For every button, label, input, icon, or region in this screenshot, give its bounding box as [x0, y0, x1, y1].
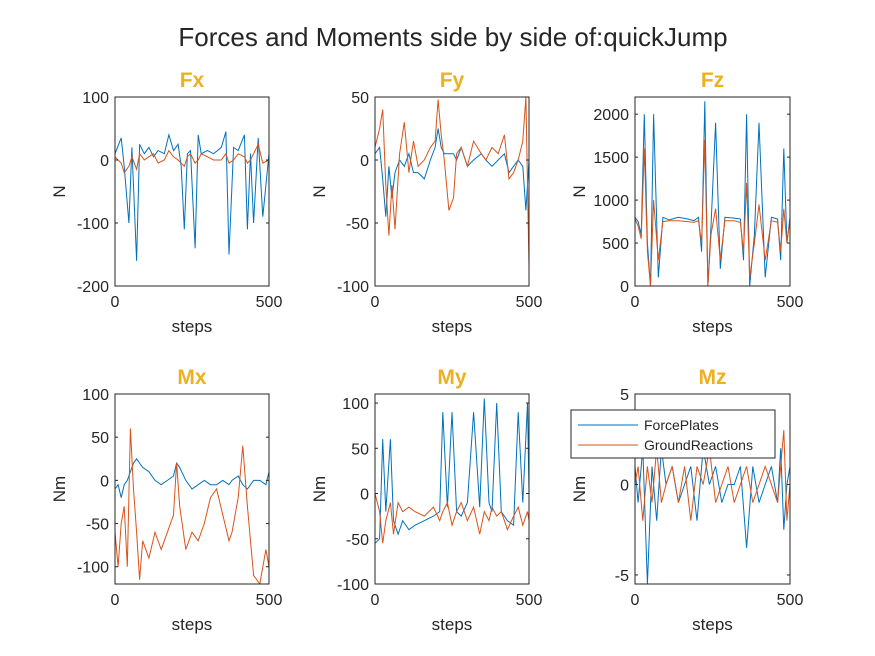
legend-label-forceplates: ForcePlates	[644, 417, 719, 433]
x-tick-label: 0	[111, 592, 120, 609]
subplot-title: Fz	[701, 69, 724, 92]
y-axis-label: Nm	[310, 476, 329, 502]
x-tick-label: 0	[371, 592, 380, 609]
subplot-title: Fx	[180, 69, 205, 92]
series-line-forceplates	[115, 457, 269, 498]
y-tick-label: -100	[77, 216, 109, 233]
axes-box	[114, 96, 270, 287]
y-tick-label: 5	[620, 387, 629, 404]
axes-box	[634, 393, 791, 585]
figure-title: Forces and Moments side by side of:quick…	[178, 22, 727, 52]
y-tick-label: 0	[360, 153, 369, 170]
x-tick-label: 0	[631, 294, 640, 311]
series-line-groundreactions	[375, 97, 529, 268]
y-tick-label: 50	[351, 441, 369, 458]
y-tick-label: 100	[82, 90, 109, 107]
y-tick-label: -50	[86, 517, 109, 534]
subplot-title: Fy	[440, 69, 465, 92]
subplot-fz: 0 500 1000 1500 2000 0 500 Fz steps N	[570, 69, 803, 336]
y-tick-label: -200	[77, 279, 109, 296]
y-tick-label: 0	[620, 279, 629, 296]
x-axis-label: steps	[432, 317, 473, 336]
series-line-groundreactions	[635, 139, 790, 286]
y-tick-label: -50	[346, 216, 369, 233]
axes-box	[114, 393, 270, 585]
y-tick-label: 50	[91, 430, 109, 447]
y-tick-label: 0	[360, 487, 369, 504]
x-tick-label: 500	[256, 294, 283, 311]
x-tick-label: 0	[631, 592, 640, 609]
y-tick-label: 0	[100, 153, 109, 170]
subplot-fx: -200 -100 0 100 0 500 Fx steps N	[50, 69, 282, 336]
series-line-groundreactions	[115, 142, 269, 174]
subplot-mx: -100 -50 0 50 100 0 500 Mx steps Nm	[50, 366, 282, 634]
y-axis-label: Nm	[50, 476, 69, 502]
x-axis-label: steps	[692, 317, 733, 336]
series-line-groundreactions	[115, 428, 269, 584]
subplot-title: Mx	[177, 366, 206, 389]
series-line-forceplates	[635, 101, 790, 286]
y-tick-label: -100	[337, 279, 369, 296]
y-axis-label: N	[570, 185, 589, 197]
x-tick-label: 0	[111, 294, 120, 311]
subplot-my: -100 -50 0 50 100 0 500 My steps Nm	[310, 366, 542, 634]
y-axis-label: N	[50, 185, 69, 197]
x-axis-label: steps	[432, 615, 473, 634]
series-line-forceplates	[375, 398, 529, 544]
y-tick-label: 0	[620, 477, 629, 494]
series-line-forceplates	[375, 128, 529, 217]
y-tick-label: 2000	[593, 107, 629, 124]
axes-box	[374, 96, 530, 287]
y-tick-label: 1500	[593, 150, 629, 167]
y-axis-label: Nm	[570, 476, 589, 502]
x-tick-label: 500	[516, 592, 543, 609]
y-tick-label: 100	[342, 396, 369, 413]
y-tick-label: 100	[82, 387, 109, 404]
legend-box	[570, 409, 776, 459]
x-tick-label: 500	[777, 294, 804, 311]
x-axis-label: steps	[172, 615, 213, 634]
y-tick-label: -100	[77, 560, 109, 577]
series-line-forceplates	[115, 131, 269, 261]
x-axis-label: steps	[692, 615, 733, 634]
y-tick-label: 1000	[593, 193, 629, 210]
y-tick-label: 0	[100, 473, 109, 490]
legend: ForcePlates GroundReactions	[570, 409, 776, 459]
subplot-title: Mz	[699, 366, 727, 389]
axes-box	[634, 96, 791, 287]
x-tick-label: 500	[777, 592, 804, 609]
x-tick-label: 500	[256, 592, 283, 609]
y-tick-label: -50	[346, 532, 369, 549]
x-axis-label: steps	[172, 317, 213, 336]
axes-box	[374, 393, 530, 585]
y-tick-label: -5	[615, 568, 629, 585]
x-tick-label: 0	[371, 294, 380, 311]
y-tick-label: 500	[602, 236, 629, 253]
y-tick-label: -100	[337, 577, 369, 594]
legend-label-groundreactions: GroundReactions	[644, 437, 753, 453]
subplot-title: My	[437, 366, 466, 389]
series-line-groundreactions	[375, 493, 529, 544]
y-tick-label: 50	[351, 90, 369, 107]
x-tick-label: 500	[516, 294, 543, 311]
y-axis-label: N	[310, 185, 329, 197]
